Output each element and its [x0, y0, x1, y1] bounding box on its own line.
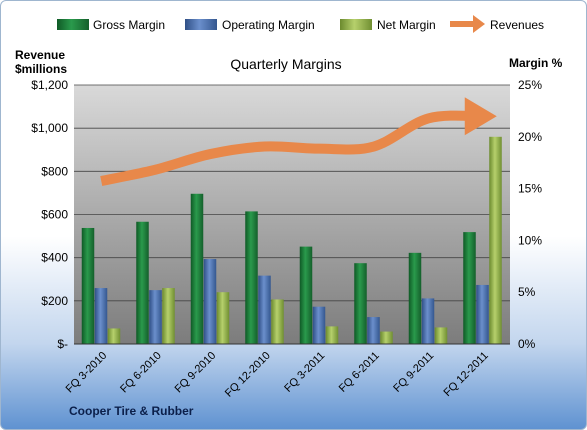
right-tick-label: 0%	[518, 337, 536, 351]
legend-swatch-operating-margin	[185, 19, 217, 30]
net-margin-bar	[380, 331, 393, 344]
gross-margin-bar	[408, 252, 422, 344]
gross-margin-bar	[190, 193, 204, 344]
category-label: FQ 3-2010	[64, 350, 110, 396]
left-tick-label: $1,200	[31, 78, 68, 92]
bars-layer	[81, 136, 502, 344]
category-label: FQ 3-2011	[282, 350, 327, 395]
left-tick-label: $400	[41, 251, 68, 265]
left-tick-label: $600	[41, 208, 68, 222]
category-label: FQ 9-2011	[391, 350, 436, 395]
net-margin-bar	[271, 299, 284, 344]
right-axis-label: Margin %	[509, 56, 563, 70]
operating-margin-bar	[312, 306, 326, 344]
gross-margin-bar	[136, 221, 149, 344]
left-tick-label: $1,000	[31, 121, 68, 135]
category-label: FQ 9-2010	[173, 350, 219, 396]
chart-title: Quarterly Margins	[230, 56, 341, 72]
category-label: FQ 12-2011	[441, 350, 490, 399]
operating-margin-bar	[476, 284, 489, 344]
operating-margin-bar	[367, 317, 380, 344]
legend-label-net-margin: Net Margin	[377, 18, 436, 32]
operating-margin-bar	[258, 275, 271, 344]
legend: Gross Margin Operating Margin Net Margin…	[57, 15, 544, 33]
operating-margin-bar	[421, 298, 435, 344]
gross-margin-bar	[354, 263, 367, 344]
operating-margin-bar	[149, 290, 162, 344]
left-axis-label-line1: Revenue	[15, 48, 65, 62]
category-label: FQ 6-2010	[118, 350, 164, 396]
left-tick-label: $800	[41, 164, 68, 178]
right-tick-label: 10%	[518, 233, 542, 247]
revenue-line-layer	[100, 97, 497, 186]
net-margin-bar	[489, 136, 502, 344]
revenue-line	[100, 110, 483, 186]
net-margin-bar	[325, 326, 339, 344]
operating-margin-bar	[94, 288, 108, 344]
left-axis-label-line2: $millions	[15, 62, 67, 76]
category-label: FQ 6-2011	[337, 350, 382, 395]
legend-revenues-arrow	[450, 15, 485, 33]
legend-swatch-gross-margin	[57, 19, 89, 30]
footer-company-name: Cooper Tire & Rubber	[69, 404, 194, 418]
net-margin-bar	[162, 288, 175, 344]
net-margin-bar	[434, 327, 448, 344]
revenue-arrow-head	[464, 97, 497, 136]
operating-margin-bar	[203, 259, 217, 344]
net-margin-bar	[216, 292, 230, 344]
right-tick-label: 5%	[518, 285, 536, 299]
gross-margin-bar	[245, 211, 258, 344]
net-margin-bar	[107, 328, 121, 344]
right-tick-label: 15%	[518, 182, 542, 196]
right-tick-label: 20%	[518, 130, 542, 144]
legend-label-gross-margin: Gross Margin	[93, 18, 165, 32]
legend-label-operating-margin: Operating Margin	[222, 18, 315, 32]
right-tick-label: 25%	[518, 78, 542, 92]
gross-margin-bar	[299, 246, 313, 344]
legend-swatch-net-margin	[340, 19, 372, 30]
left-tick-label: $200	[41, 294, 68, 308]
category-label: FQ 12-2010	[223, 350, 273, 400]
left-tick-label: $-	[57, 337, 68, 351]
legend-label-revenues: Revenues	[490, 18, 544, 32]
gross-margin-bar	[81, 227, 95, 344]
gross-margin-bar	[463, 232, 476, 344]
